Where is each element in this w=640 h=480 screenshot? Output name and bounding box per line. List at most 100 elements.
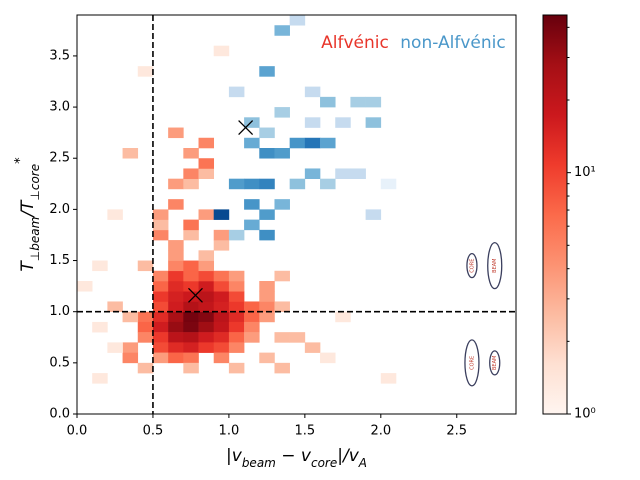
hist-cell xyxy=(77,281,93,292)
cells xyxy=(77,15,397,384)
hist-cell xyxy=(168,352,184,364)
hist-cell xyxy=(198,270,215,282)
hist-cell xyxy=(244,301,260,312)
hist-cell xyxy=(183,291,199,302)
hist-cell xyxy=(168,260,184,272)
hist-cell xyxy=(213,291,230,302)
hist-cell xyxy=(213,240,230,251)
hist-cell xyxy=(274,301,290,312)
hist-cell xyxy=(152,291,169,302)
hist-cell xyxy=(92,321,108,333)
hist-cell xyxy=(183,362,199,374)
hist-cell xyxy=(244,332,260,343)
xlabel-part: A xyxy=(358,456,367,470)
hist-cell xyxy=(350,96,366,108)
inset-ellipse xyxy=(487,242,503,290)
hist-cell xyxy=(213,229,230,241)
hist-cell xyxy=(168,342,184,353)
colorbar xyxy=(542,14,568,415)
y-tick-label: 2.5 xyxy=(49,151,70,166)
hist-cell xyxy=(259,281,275,292)
hist-cell xyxy=(304,137,321,149)
hist-cell xyxy=(198,158,215,169)
inset-ellipse xyxy=(464,339,480,387)
ylabel-part: /T xyxy=(18,199,38,219)
hist-cell xyxy=(228,291,245,302)
hist-cell xyxy=(228,362,245,374)
hist-cell xyxy=(259,229,275,241)
hist-cell xyxy=(168,270,184,282)
hist-cell xyxy=(274,148,290,159)
hist-cell xyxy=(259,127,275,139)
hist-cell xyxy=(168,321,184,333)
xlabel-part: − v xyxy=(276,446,312,466)
hist-cell xyxy=(168,311,184,323)
hist-cell xyxy=(320,137,336,149)
hist-cell xyxy=(213,332,230,343)
hist-cell xyxy=(304,168,321,179)
hist-cell xyxy=(152,209,169,220)
hist-cell xyxy=(152,281,169,292)
xlabel-part: core xyxy=(311,456,337,470)
hist-cell xyxy=(228,178,245,190)
hist-cell xyxy=(274,332,290,343)
hist-cell xyxy=(289,137,306,149)
ylabel-part: ⊥core xyxy=(28,164,42,201)
hist-cell xyxy=(183,352,199,364)
hist-cell xyxy=(213,321,230,333)
hist-cell xyxy=(244,321,260,333)
inset-ellipse xyxy=(489,350,501,376)
hist-cell xyxy=(183,321,199,333)
hist-cell xyxy=(198,342,215,353)
hist-cell xyxy=(152,270,169,282)
hist-cell xyxy=(198,321,215,333)
hist-cell xyxy=(152,301,169,312)
hist-cell xyxy=(183,178,199,190)
hist-cell xyxy=(380,178,397,190)
x-tick-label: 1.0 xyxy=(219,424,240,439)
x-marker xyxy=(238,120,254,135)
hist-cell xyxy=(92,260,108,272)
hist-cell xyxy=(244,117,260,128)
hist-cell xyxy=(168,301,184,312)
hist-cell xyxy=(122,342,139,353)
xlabel-part: |v xyxy=(226,446,243,466)
hist-cell xyxy=(137,260,154,272)
x-tick-label: 0.5 xyxy=(143,424,164,439)
hist-cell xyxy=(183,281,199,292)
hist-cell xyxy=(168,178,184,190)
hist-cell xyxy=(228,332,245,343)
hist-cell xyxy=(137,321,154,333)
x-tick-label: 0.0 xyxy=(67,424,88,439)
plot-frame xyxy=(76,14,517,415)
hist-cell xyxy=(228,270,245,282)
hist-cell xyxy=(228,301,245,312)
inset-ellipse xyxy=(466,253,478,279)
hist-cell xyxy=(107,301,123,312)
hist-cell xyxy=(198,311,215,323)
hist-cell xyxy=(289,15,306,26)
x-tick-label: 2.0 xyxy=(370,424,391,439)
xlabel: |vbeam − vcore|/vA xyxy=(226,446,367,470)
hist-cell xyxy=(168,250,184,261)
hist-cell xyxy=(183,168,199,179)
hist-cell xyxy=(168,199,184,210)
hist-cell xyxy=(152,219,169,231)
hist-cell xyxy=(244,137,260,149)
hist-cell xyxy=(213,209,230,220)
hist-cell xyxy=(198,250,215,261)
hist-cell xyxy=(304,117,321,128)
hist-cell xyxy=(335,117,351,128)
hist-cell xyxy=(183,270,199,282)
ylabel-part: ⊥beam xyxy=(28,217,42,262)
legend-label: Alfvénic xyxy=(321,33,389,53)
colorbar-tick-label: 10¹ xyxy=(574,165,596,180)
xlabel-part: |/v xyxy=(337,446,359,466)
xlabel-part: beam xyxy=(242,456,276,470)
hist-cell xyxy=(198,137,215,149)
ylabel: T⊥beam/T⊥core* xyxy=(13,157,42,272)
hist-cell xyxy=(198,301,215,312)
hist-cell xyxy=(320,178,336,190)
hist-cell xyxy=(137,362,154,374)
